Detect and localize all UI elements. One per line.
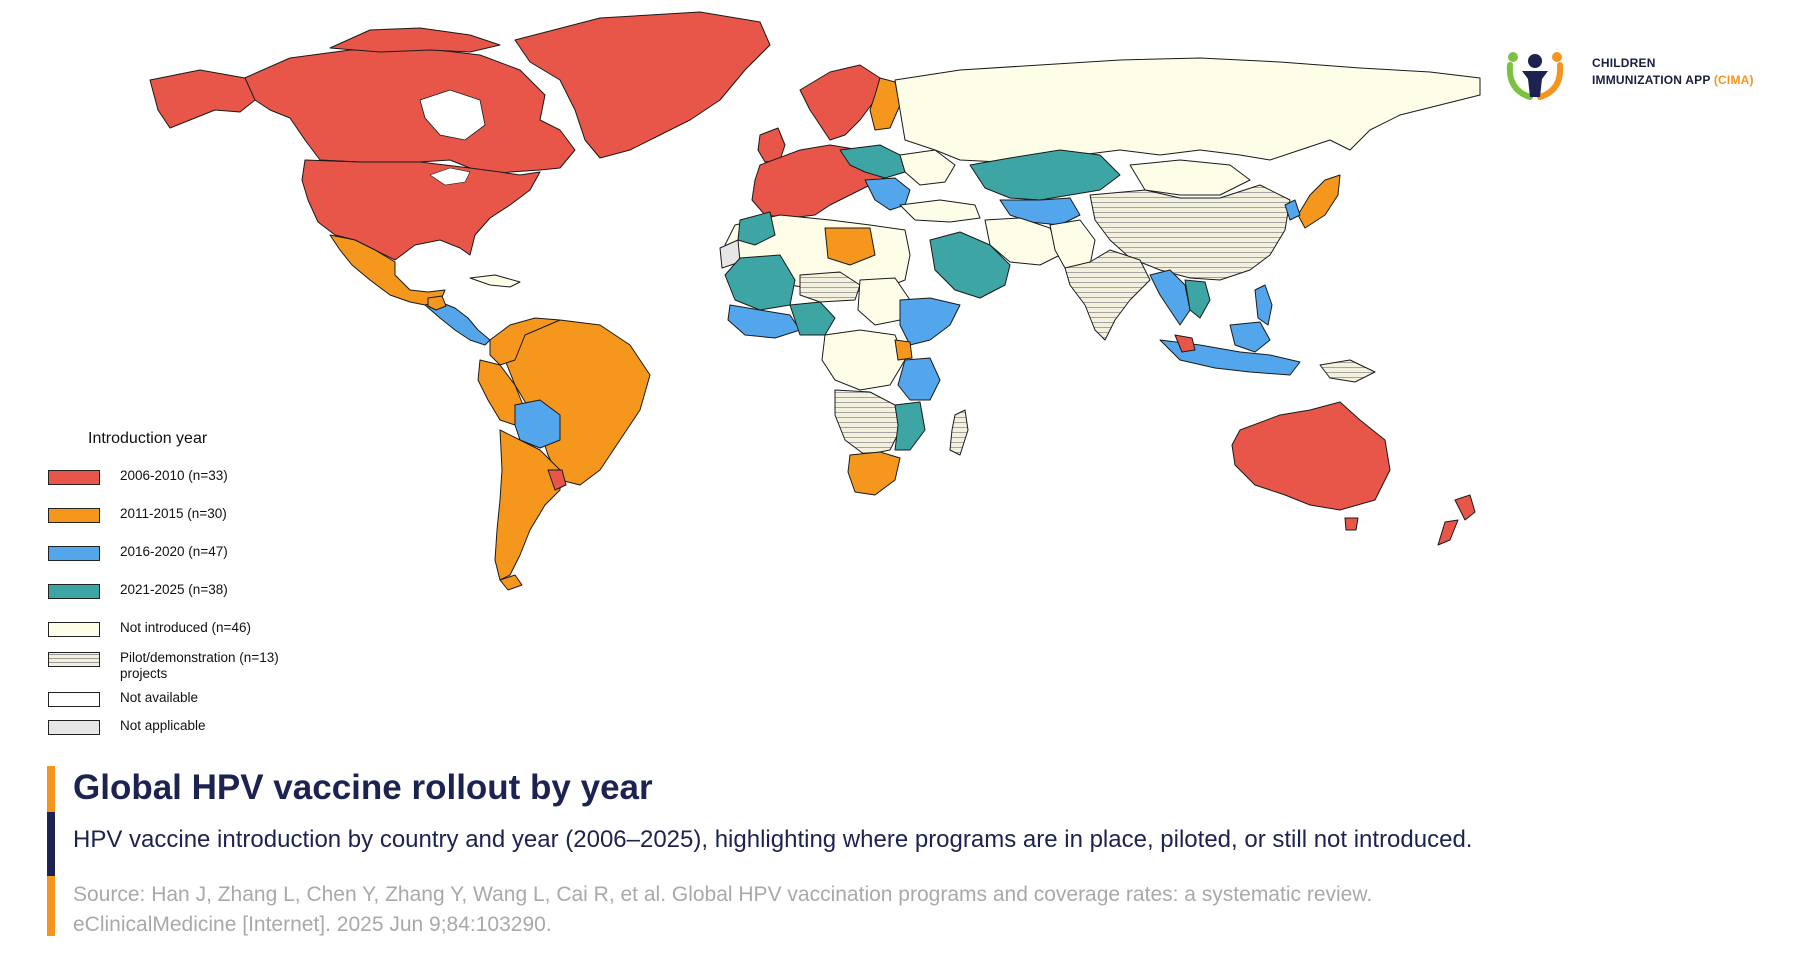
legend-swatch	[48, 584, 100, 599]
legend-label: Not available	[120, 690, 199, 705]
legend-label: 2006-2010 (n=33)	[120, 468, 228, 483]
legend-item: Not introduced (n=46)	[48, 620, 368, 642]
central-europe-region	[839, 144, 906, 179]
page-title: Global HPV vaccine rollout by year	[73, 768, 653, 807]
cima-logo-text: CHILDREN IMMUNIZATION APP (CIMA)	[1592, 55, 1754, 89]
world-map	[149, 11, 1481, 591]
legend-swatch	[48, 720, 100, 735]
morocco-region	[737, 211, 776, 246]
legend-item: 2011-2015 (n=30)	[48, 506, 368, 528]
legend-item: 2006-2010 (n=33)	[48, 468, 368, 490]
philippines-region	[1254, 284, 1273, 326]
title-accent-bar	[47, 766, 55, 936]
myanmar-thailand-region	[1149, 269, 1191, 326]
legend-item: 2016-2020 (n=47)	[48, 544, 368, 566]
kazakhstan-region	[969, 149, 1121, 201]
logo-line-2-accent: (CIMA)	[1713, 73, 1754, 87]
greenland-region	[514, 11, 771, 159]
legend-item: Not available	[48, 690, 368, 712]
accent-bar-orange-top	[47, 766, 55, 812]
ukraine-region	[899, 149, 956, 186]
russia-region	[894, 57, 1481, 163]
alaska-region	[149, 69, 256, 129]
uganda-region	[894, 339, 913, 361]
page-subtitle: HPV vaccine introduction by country and …	[73, 826, 1473, 853]
mauritania-mali-region	[724, 254, 796, 311]
legend-swatch	[48, 652, 100, 667]
legend-swatch	[48, 622, 100, 637]
legend-swatch	[48, 470, 100, 485]
new-zealand-region	[1437, 494, 1476, 546]
bolivia-region	[514, 399, 561, 449]
horn-of-africa-region	[899, 297, 961, 346]
legend-label: Not introduced (n=46)	[120, 620, 251, 635]
legend-label: 2016-2020 (n=47)	[120, 544, 228, 559]
japan-region	[1297, 174, 1341, 229]
tasmania-region	[1344, 517, 1359, 531]
turkey-region	[899, 199, 981, 223]
brazil-region	[504, 319, 651, 486]
scandinavia-region	[799, 64, 881, 141]
tierra-del-fuego-region	[499, 574, 523, 591]
arctic-islands-region	[329, 27, 501, 53]
southern-africa-region	[834, 389, 901, 456]
central-africa-region	[821, 329, 906, 391]
afghanistan-pakistan-region	[1049, 219, 1096, 269]
uruguay-paraguay-region	[547, 469, 567, 491]
colombia-venezuela-region	[489, 317, 561, 366]
legend-title: Introduction year	[88, 430, 208, 447]
logo-line-1: CHILDREN	[1592, 56, 1656, 70]
hudson-bay	[419, 89, 486, 141]
accent-bar-orange-bottom	[47, 876, 55, 936]
legend-item: Pilot/demonstration (n=13) projects	[48, 650, 368, 681]
libya-region	[824, 227, 876, 266]
accent-bar-navy	[47, 812, 55, 876]
legend-label: Not applicable	[120, 718, 206, 733]
south-africa-region	[847, 451, 901, 496]
legend-swatch	[48, 692, 100, 707]
usa-region	[301, 159, 541, 261]
papua-region	[1319, 359, 1376, 383]
cima-logo: CHILDREN IMMUNIZATION APP (CIMA)	[1500, 45, 1780, 105]
cima-logo-mark-icon	[1506, 52, 1564, 100]
saudi-arabia-region	[929, 231, 1011, 299]
west-africa-region	[727, 304, 801, 339]
logo-line-2: IMMUNIZATION APP (CIMA)	[1592, 72, 1754, 89]
mongolia-region	[1129, 159, 1251, 196]
mozambique-region	[894, 401, 926, 451]
niger-chad-region	[799, 271, 861, 303]
vietnam-laos-region	[1184, 279, 1211, 319]
australia-region	[1231, 401, 1391, 511]
legend-item: 2021-2025 (n=38)	[48, 582, 368, 604]
legend-swatch	[48, 546, 100, 561]
korea-region	[1284, 199, 1301, 221]
china-region	[1089, 184, 1291, 281]
madagascar-region	[949, 409, 969, 456]
legend-label: Pilot/demonstration (n=13) projects	[120, 650, 279, 681]
source-citation: Source: Han J, Zhang L, Chen Y, Zhang Y,…	[73, 883, 1373, 936]
borneo-region	[1229, 321, 1271, 353]
india-region	[1064, 249, 1151, 341]
argentina-chile-region	[494, 429, 561, 581]
legend-swatch	[48, 508, 100, 523]
canada-region	[239, 47, 576, 176]
east-africa-region	[897, 357, 941, 401]
malaysia-region	[1174, 334, 1196, 353]
guatemala-region	[427, 295, 447, 311]
legend-label: 2021-2025 (n=38)	[120, 582, 228, 597]
legend-item: Not applicable	[48, 718, 368, 740]
logo-line-2-main: IMMUNIZATION APP	[1592, 73, 1711, 87]
cuba-region	[469, 274, 521, 288]
great-lakes	[429, 167, 471, 186]
legend-label: 2011-2015 (n=30)	[120, 506, 227, 521]
nigeria-region	[789, 301, 836, 336]
